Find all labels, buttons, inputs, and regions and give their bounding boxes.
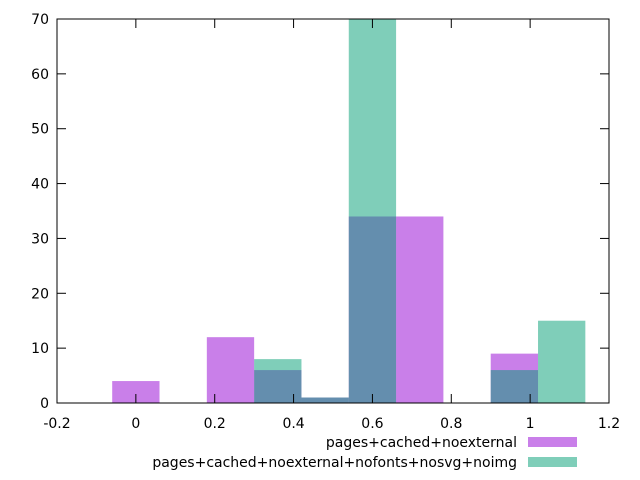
y-tick-label: 20 [31,286,49,302]
y-tick-label: 30 [31,231,49,247]
bar-series1-6 [396,216,444,403]
x-tick-label: 0.8 [440,416,462,432]
plot-border [56,18,610,404]
legend: pages+cached+noexternal pages+cached+noex… [152,435,577,471]
x-tick-label: 0 [131,416,140,432]
x-tick-label: -0.2 [43,416,70,432]
y-tick-label: 50 [31,122,49,138]
bar-series1-1 [112,381,160,403]
bar-series2-3 [348,19,397,403]
legend-swatch-series1 [528,437,577,447]
y-tick-label: 40 [31,177,49,193]
bar-series2-2 [301,397,349,403]
x-tick-label: 1.2 [598,416,620,432]
x-tick-label: 0.4 [282,416,304,432]
bar-series2-4 [490,370,539,403]
x-tick-label: 1 [526,416,535,432]
y-tick-label: 60 [31,67,49,83]
bar-series2-5 [538,320,586,403]
axis-layer: -0.2 0 0.2 0.4 0.6 0.8 1 1.2 0 10 20 30 40 50 60 70 [31,12,620,432]
y-tick-label: 10 [31,341,49,357]
x-tick-label: 0.6 [361,416,383,432]
y-tick-label: 70 [31,12,49,28]
legend-label-series2: pages+cached+noexternal+nofonts+nosvg+no… [152,455,517,471]
legend-label-series1: pages+cached+noexternal [326,435,517,451]
legend-swatch-series2 [528,457,577,467]
x-tick-label: 0.2 [204,416,226,432]
bar-series2-1 [254,359,302,403]
y-tick-label: 0 [40,396,49,412]
bar-series1-2 [206,337,255,403]
bars-layer [112,19,586,403]
